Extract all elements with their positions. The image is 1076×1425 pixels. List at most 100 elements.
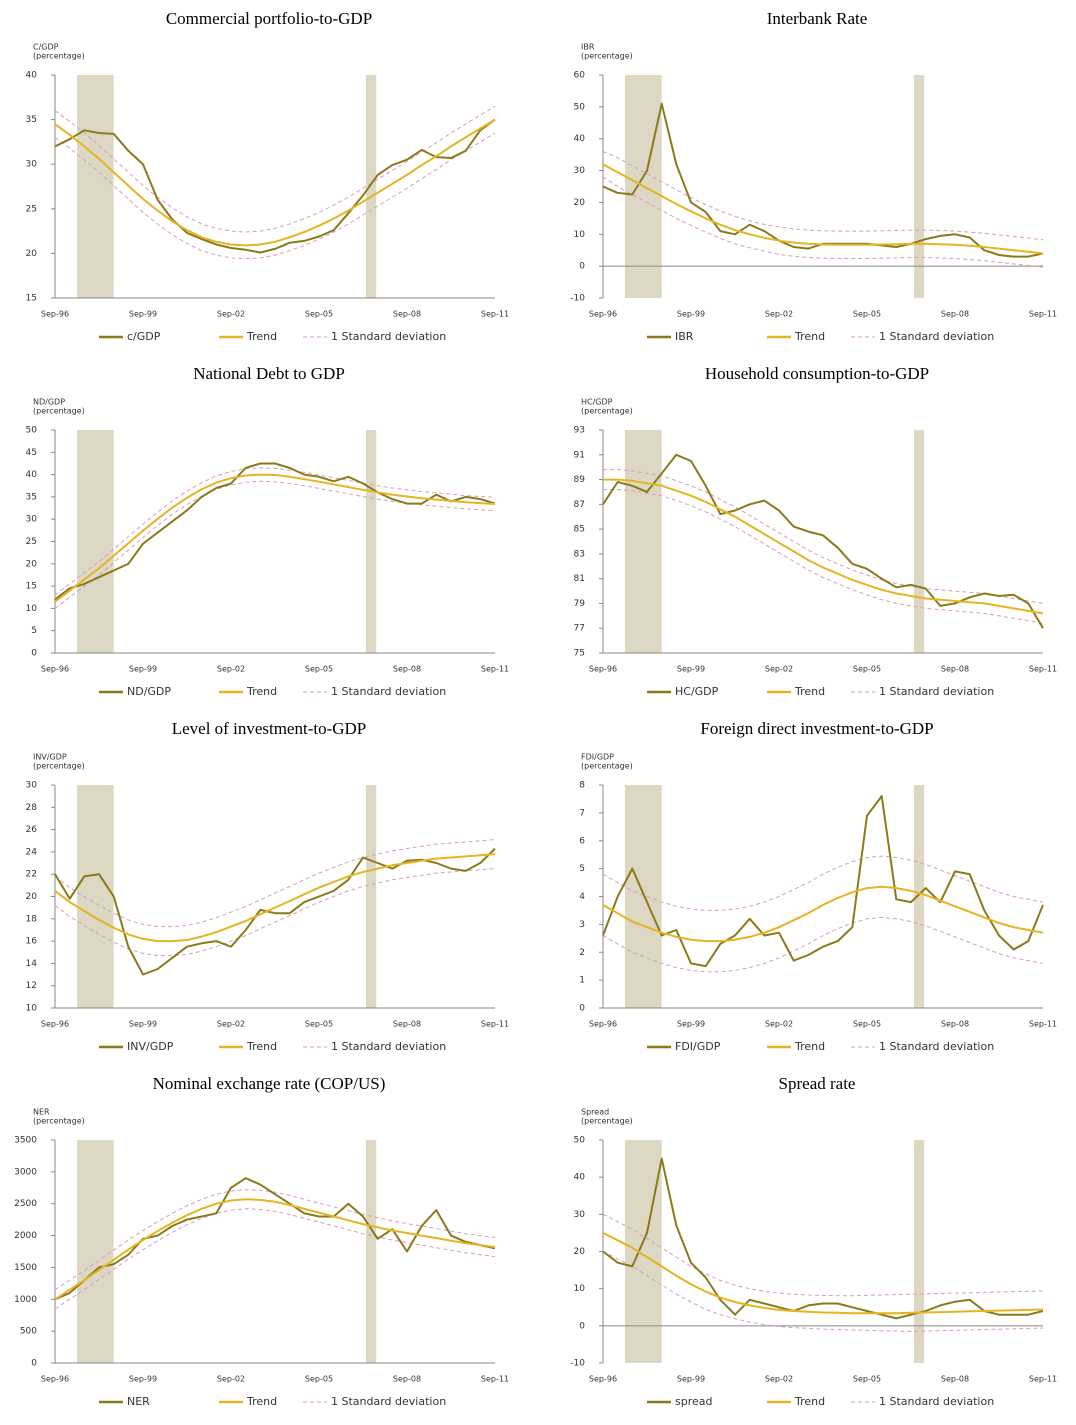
legend-label: spread bbox=[675, 1395, 713, 1408]
y-tick-label: 1000 bbox=[14, 1295, 37, 1305]
series-line bbox=[602, 885, 1044, 943]
y-tick-label: 30 bbox=[26, 160, 38, 170]
chart: Foreign direct investment-to-GDPFDI/GDP(… bbox=[579, 719, 1057, 1053]
legend-label: INV/GDP bbox=[127, 1040, 174, 1053]
legend-label: ND/GDP bbox=[127, 685, 171, 698]
y-axis-unit: (percentage) bbox=[33, 762, 85, 771]
y-tick-label: 7 bbox=[579, 808, 585, 818]
y-tick-label: 10 bbox=[574, 1284, 586, 1294]
series-line bbox=[54, 1189, 496, 1291]
y-tick-label: 12 bbox=[26, 981, 37, 991]
x-tick-label: Sep-08 bbox=[393, 310, 421, 319]
series-line bbox=[602, 855, 1044, 911]
chart: Commercial portfolio-to-GDP C/GDP(percent… bbox=[26, 9, 510, 343]
shaded-period bbox=[77, 75, 114, 298]
y-tick-label: 60 bbox=[574, 71, 586, 81]
chart-title: Commercial portfolio-to-GDP bbox=[166, 9, 372, 28]
x-tick-label: Sep-05 bbox=[853, 665, 881, 674]
x-tick-label: Sep-99 bbox=[677, 310, 705, 319]
legend-label: 1 Standard deviation bbox=[331, 330, 446, 343]
legend-label: 1 Standard deviation bbox=[331, 1040, 446, 1053]
series-line bbox=[54, 480, 496, 609]
legend-label: 1 Standard deviation bbox=[879, 685, 994, 698]
y-axis-label: INV/GDP bbox=[33, 753, 67, 762]
x-tick-label: Sep-96 bbox=[589, 1020, 617, 1029]
y-tick-label: 40 bbox=[26, 71, 38, 81]
chart: Interbank RateIBR(percentage)-1001020304… bbox=[570, 9, 1057, 343]
y-tick-label: 77 bbox=[574, 624, 585, 634]
y-tick-label: 50 bbox=[574, 1136, 586, 1146]
y-tick-label: 20 bbox=[574, 198, 586, 208]
x-tick-label: Sep-02 bbox=[765, 665, 793, 674]
y-tick-label: 79 bbox=[574, 599, 586, 609]
x-tick-label: Sep-08 bbox=[941, 1020, 969, 1029]
y-axis-label: HC/GDP bbox=[581, 398, 613, 407]
x-tick-label: Sep-02 bbox=[217, 1020, 245, 1029]
x-tick-label: Sep-96 bbox=[41, 310, 69, 319]
x-tick-label: Sep-99 bbox=[129, 1375, 157, 1384]
y-tick-label: 50 bbox=[574, 102, 586, 112]
x-tick-label: Sep-02 bbox=[765, 1375, 793, 1384]
y-tick-label: 15 bbox=[26, 294, 37, 304]
y-axis-unit: (percentage) bbox=[581, 407, 633, 416]
y-tick-label: 1 bbox=[579, 976, 585, 986]
legend-label: 1 Standard deviation bbox=[879, 330, 994, 343]
series-line bbox=[54, 847, 496, 976]
y-tick-label: 83 bbox=[574, 549, 585, 559]
y-tick-label: 87 bbox=[574, 500, 585, 510]
x-tick-label: Sep-08 bbox=[941, 310, 969, 319]
shaded-period bbox=[625, 1140, 662, 1363]
shaded-period bbox=[365, 785, 377, 1008]
x-tick-label: Sep-02 bbox=[765, 310, 793, 319]
x-tick-label: Sep-99 bbox=[129, 1020, 157, 1029]
series-line bbox=[602, 1251, 1044, 1332]
x-tick-label: Sep-05 bbox=[853, 310, 881, 319]
shaded-period bbox=[913, 430, 925, 653]
y-tick-label: 5 bbox=[579, 864, 585, 874]
series-line bbox=[602, 102, 1044, 258]
y-tick-label: 1500 bbox=[14, 1263, 37, 1273]
y-tick-label: 85 bbox=[574, 525, 585, 535]
y-tick-label: 0 bbox=[31, 1359, 37, 1369]
shaded-period bbox=[625, 785, 662, 1008]
legend-label: Trend bbox=[246, 1395, 277, 1408]
series-line bbox=[602, 151, 1044, 241]
x-tick-label: Sep-11 bbox=[1029, 665, 1057, 674]
x-tick-label: Sep-96 bbox=[41, 1375, 69, 1384]
legend-label: Trend bbox=[794, 1040, 825, 1053]
x-tick-label: Sep-02 bbox=[217, 665, 245, 674]
series-line bbox=[54, 105, 496, 233]
x-tick-label: Sep-96 bbox=[41, 665, 69, 674]
legend-label: 1 Standard deviation bbox=[879, 1040, 994, 1053]
series-line bbox=[54, 473, 496, 603]
shaded-period bbox=[625, 430, 662, 653]
series-line bbox=[603, 469, 1044, 604]
legend-label: Trend bbox=[246, 330, 277, 343]
x-tick-label: Sep-11 bbox=[1029, 310, 1057, 319]
y-axis-unit: (percentage) bbox=[33, 1117, 85, 1126]
y-tick-label: 89 bbox=[574, 475, 586, 485]
shaded-period bbox=[365, 430, 377, 653]
series-line bbox=[54, 132, 496, 260]
chart-title: Nominal exchange rate (COP/US) bbox=[153, 1074, 386, 1093]
y-tick-label: 18 bbox=[26, 914, 38, 924]
y-axis-unit: (percentage) bbox=[33, 407, 85, 416]
x-tick-label: Sep-96 bbox=[41, 1020, 69, 1029]
y-tick-label: 40 bbox=[26, 470, 38, 480]
y-tick-label: 30 bbox=[26, 781, 38, 791]
y-tick-label: 500 bbox=[20, 1327, 37, 1337]
y-tick-label: 35 bbox=[26, 115, 37, 125]
legend-label: Trend bbox=[794, 1395, 825, 1408]
y-axis-label: IBR bbox=[581, 43, 595, 52]
x-tick-label: Sep-99 bbox=[129, 665, 157, 674]
x-tick-label: Sep-96 bbox=[589, 1375, 617, 1384]
x-tick-label: Sep-02 bbox=[765, 1020, 793, 1029]
y-tick-label: 20 bbox=[26, 249, 38, 259]
y-tick-label: 30 bbox=[26, 515, 38, 525]
series-line bbox=[602, 1232, 1044, 1315]
x-tick-label: Sep-02 bbox=[217, 1375, 245, 1384]
y-tick-label: 3500 bbox=[14, 1136, 37, 1146]
legend-label: FDI/GDP bbox=[675, 1040, 721, 1053]
y-tick-label: 50 bbox=[26, 426, 38, 436]
